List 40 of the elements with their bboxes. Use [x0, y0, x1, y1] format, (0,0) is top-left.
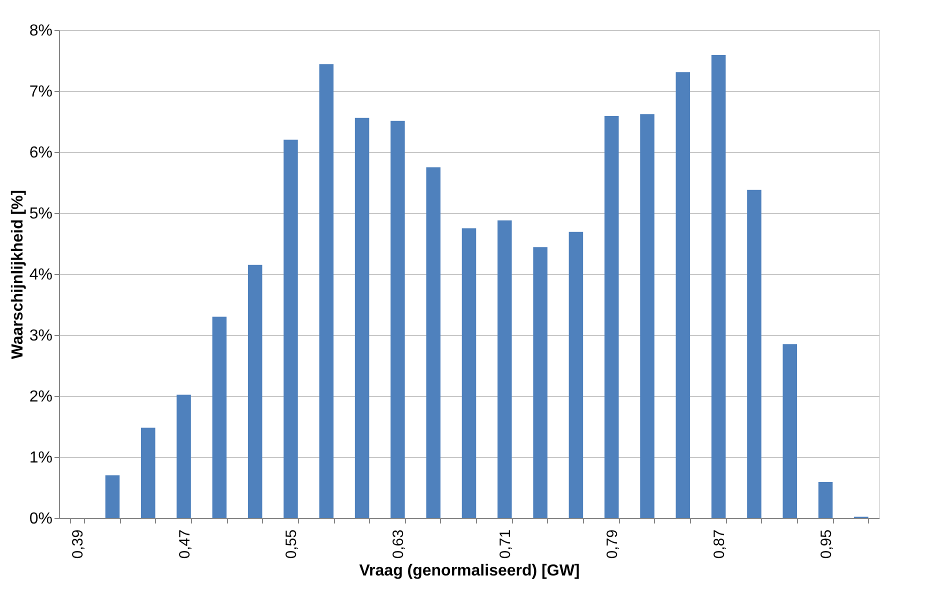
bar — [711, 55, 726, 518]
y-tick-label: 2% — [29, 388, 52, 406]
bar — [462, 228, 476, 518]
y-tick-label: 4% — [29, 266, 52, 284]
bar — [390, 120, 405, 518]
bar — [747, 190, 762, 518]
y-tick-label: 8% — [29, 22, 52, 40]
x-tick-label: 0,87 — [711, 530, 728, 559]
bar — [319, 64, 334, 518]
bar — [284, 140, 298, 518]
x-tick-label: 0,71 — [497, 530, 514, 559]
bar — [533, 247, 548, 518]
y-axis-title: Waarschijnlijkheid [%] — [9, 190, 26, 360]
bar — [498, 220, 512, 518]
y-tick-label: 1% — [29, 450, 52, 466]
y-tick-label: 0% — [29, 510, 52, 528]
x-axis-title: Vraag (genormaliseerd) [GW] — [359, 562, 580, 580]
bar — [604, 116, 619, 518]
bar — [676, 72, 690, 518]
bar — [818, 482, 833, 518]
bar — [568, 232, 584, 518]
bar — [426, 167, 440, 518]
bar — [782, 344, 797, 518]
bar — [105, 475, 120, 518]
bar — [141, 428, 156, 518]
x-tick-label: 0,55 — [283, 530, 300, 559]
x-tick-label: 0,47 — [176, 530, 194, 559]
bar — [176, 394, 191, 518]
y-tick-label: 6% — [29, 144, 52, 162]
bar — [354, 118, 370, 518]
bar — [640, 114, 654, 518]
x-tick-label: 0,63 — [390, 530, 408, 559]
y-tick-label: 7% — [29, 84, 52, 100]
x-tick-label: 0,79 — [604, 530, 622, 559]
bar — [248, 264, 262, 518]
bar — [212, 316, 227, 518]
x-tick-label: 0,39 — [69, 530, 86, 559]
x-tick-label: 0,95 — [818, 530, 836, 559]
y-tick-label: 5% — [29, 206, 52, 222]
y-tick-label: 3% — [29, 328, 52, 344]
